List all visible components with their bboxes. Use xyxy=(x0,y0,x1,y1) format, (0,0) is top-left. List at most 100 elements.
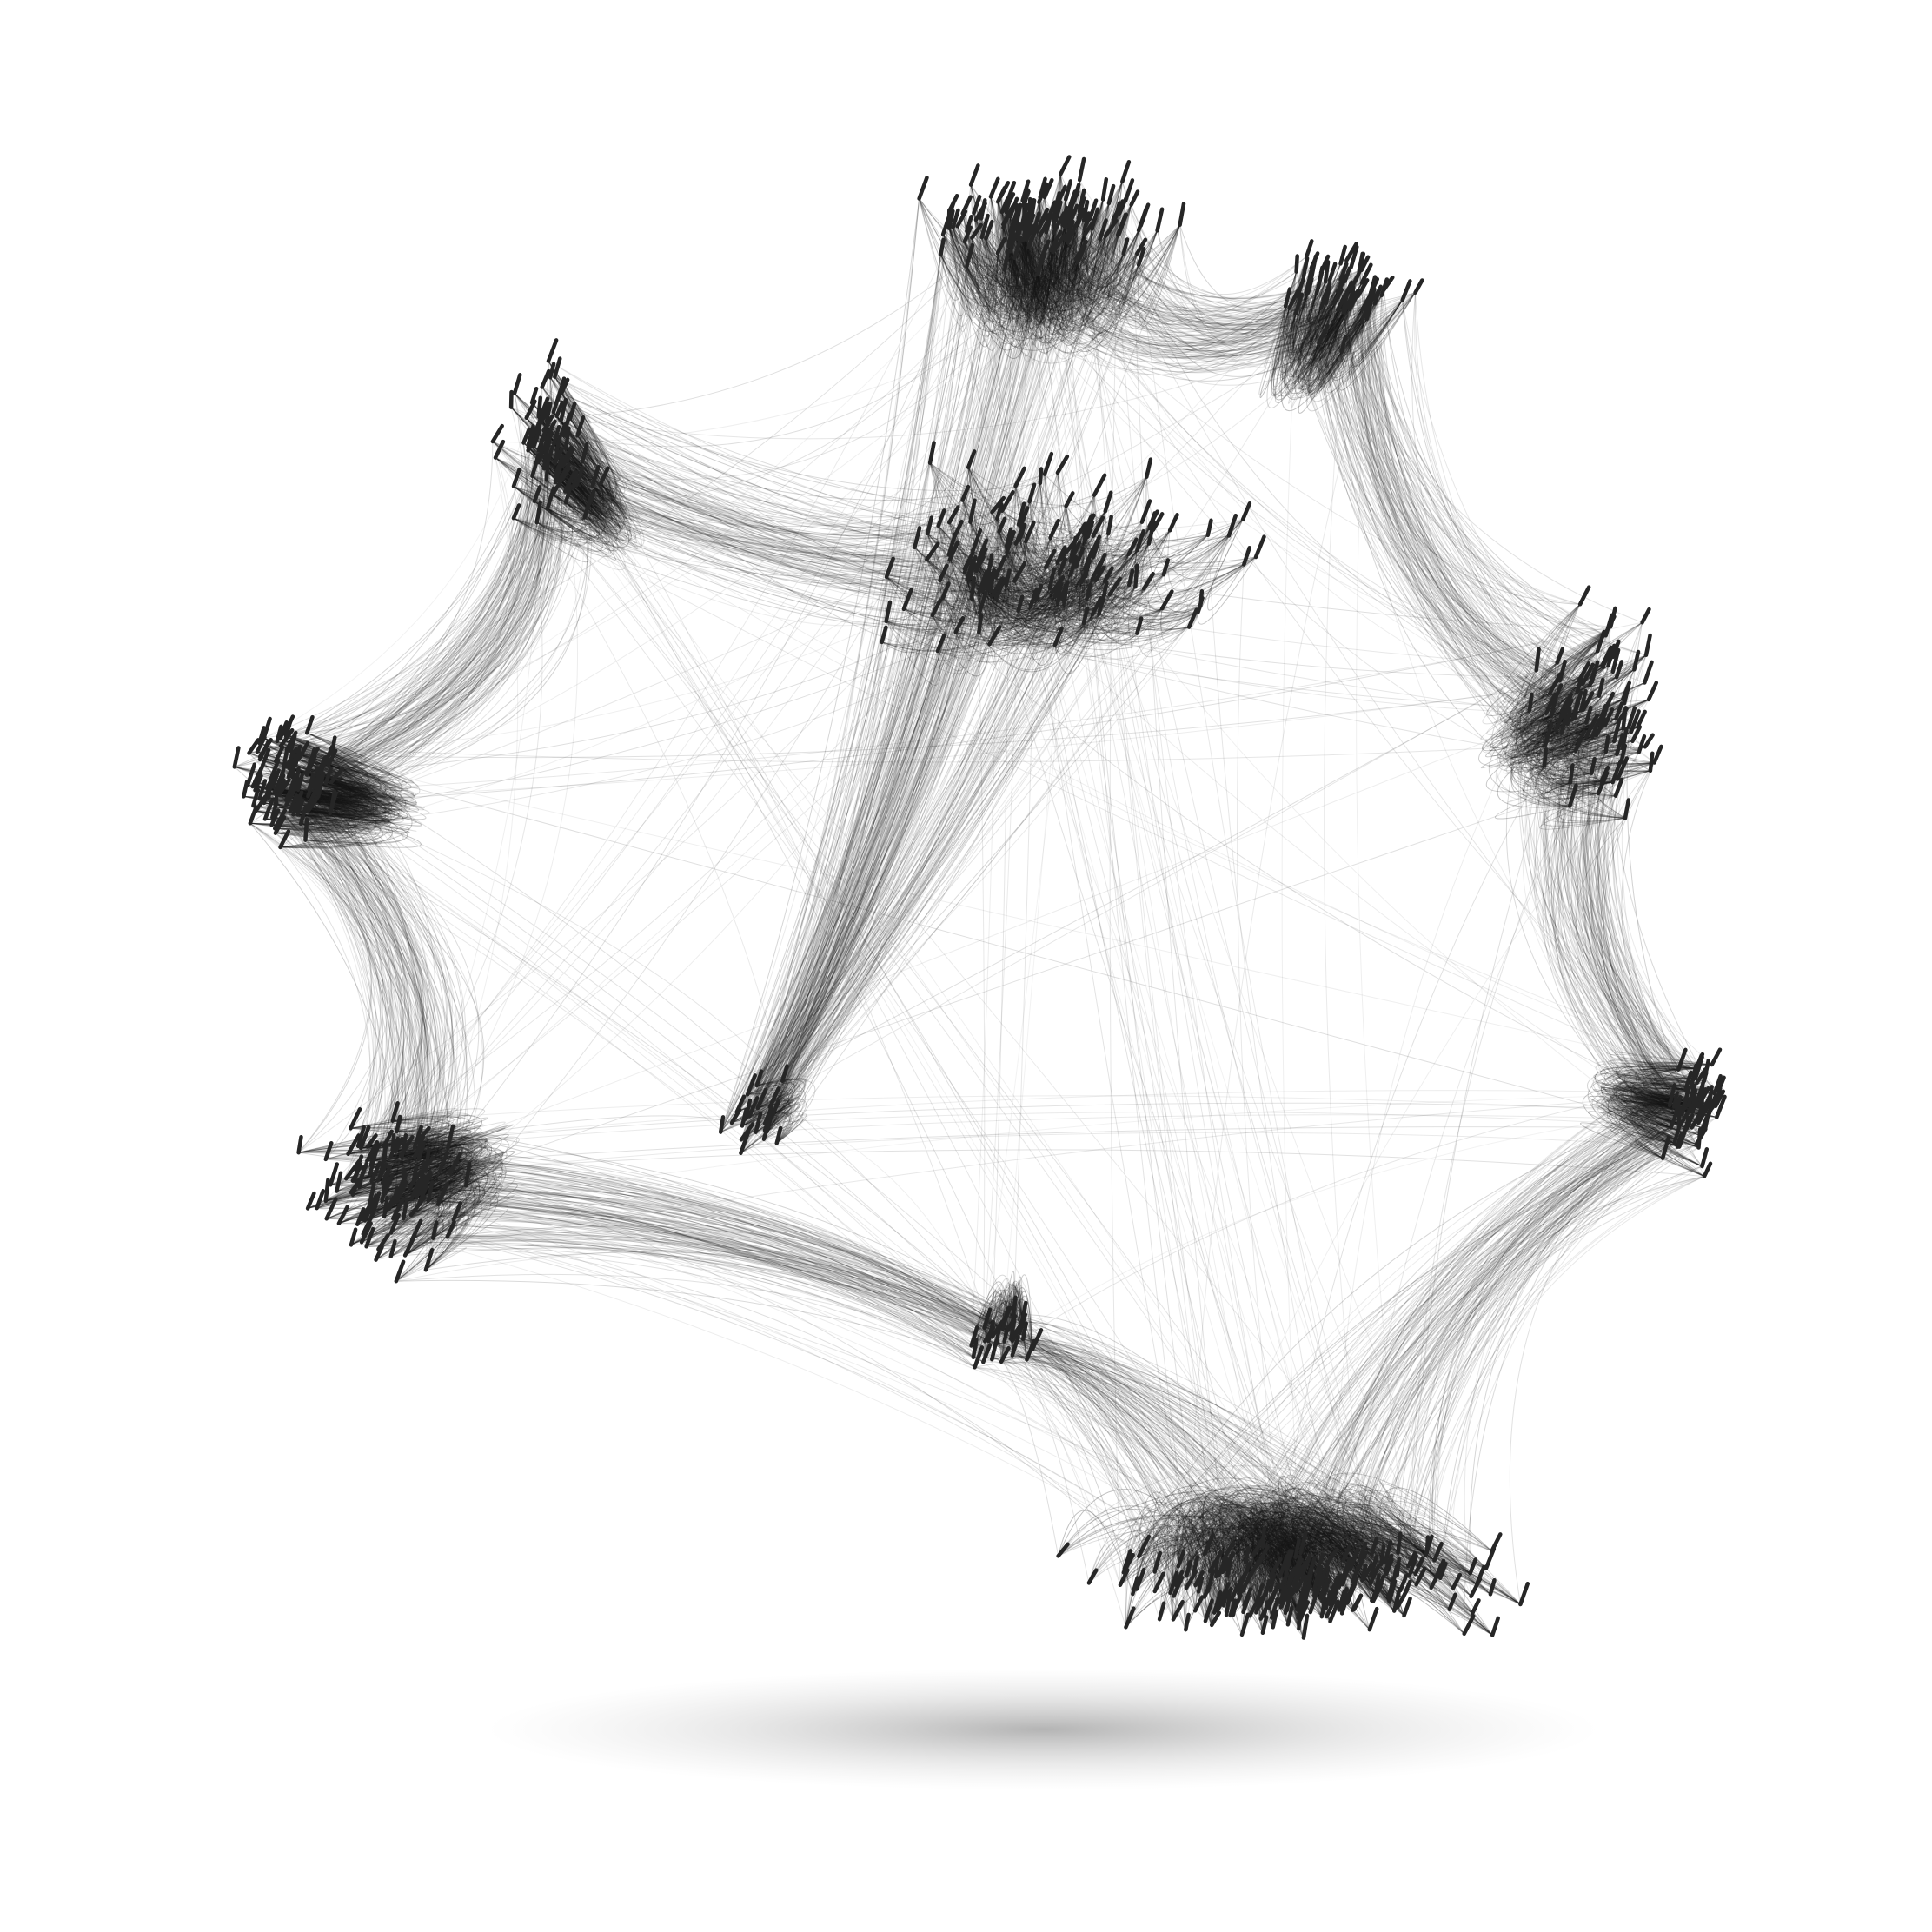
network-edge xyxy=(1040,260,1139,352)
network-edge xyxy=(1039,226,1043,347)
network-edge xyxy=(1077,204,1132,339)
network-edge xyxy=(1002,224,1086,324)
network-edge xyxy=(1084,230,1159,295)
network-edge xyxy=(1039,196,1067,315)
network-edge xyxy=(1008,223,1018,312)
network-edge xyxy=(1119,200,1139,315)
network-edge xyxy=(1046,220,1086,276)
network-edge xyxy=(1072,202,1119,324)
network-edge xyxy=(948,226,969,318)
network-edge xyxy=(1017,213,1120,335)
network-edge xyxy=(964,241,1006,309)
network-edge xyxy=(1028,225,1086,335)
network-edge xyxy=(1118,230,1159,279)
network-edge xyxy=(1022,235,1119,342)
network-edge xyxy=(962,213,1029,322)
network-edge xyxy=(964,229,1029,331)
network-edge xyxy=(1064,222,1068,312)
network-edge xyxy=(966,225,1069,328)
network-edge xyxy=(1010,231,1086,308)
network-edge xyxy=(1052,232,1086,338)
network-edge xyxy=(975,219,1027,338)
network-edge xyxy=(1065,218,1116,284)
network-edge xyxy=(1084,218,1116,305)
network-edge xyxy=(919,198,973,327)
network-edge xyxy=(1013,234,1034,338)
network-edge xyxy=(948,226,1029,302)
network-edge xyxy=(997,225,1069,329)
network-edge xyxy=(990,196,1116,308)
network-edge xyxy=(1069,211,1114,306)
network-edge xyxy=(1066,222,1119,306)
network-edge xyxy=(1052,224,1063,294)
network-edge xyxy=(997,223,1071,312)
network-edge xyxy=(1067,202,1110,298)
network-edge xyxy=(962,213,1119,309)
network-edge xyxy=(957,226,1047,336)
network-edge xyxy=(1017,205,1025,309)
network-edge xyxy=(1022,202,1073,271)
network-edge xyxy=(964,220,1085,292)
network-edge xyxy=(948,228,1039,306)
network-edge xyxy=(1022,200,1034,314)
network-edge xyxy=(970,184,1142,311)
edge-layer xyxy=(234,174,1719,1638)
network-edge xyxy=(948,215,959,287)
network-edge xyxy=(1014,222,1029,329)
network-edge xyxy=(1013,235,1119,342)
network-edge xyxy=(1010,251,1138,354)
network-edge xyxy=(942,234,1086,302)
network-edge xyxy=(971,237,1138,325)
network-edge xyxy=(1052,235,1086,328)
network-edge xyxy=(1016,211,1080,291)
network-edge xyxy=(1037,199,1104,335)
network-edge xyxy=(1010,226,1022,309)
network-edge xyxy=(940,242,967,332)
network-edge xyxy=(980,218,1068,295)
network-edge xyxy=(1060,199,1066,302)
network-edge xyxy=(942,196,1046,268)
network-edge xyxy=(948,228,1009,291)
network-edge xyxy=(1055,220,1159,315)
network-edge xyxy=(997,204,1132,332)
network-edge xyxy=(1028,213,1039,326)
network-edge xyxy=(1052,225,1159,310)
network-edge xyxy=(975,219,999,287)
network-edge xyxy=(975,219,1024,308)
network-edge xyxy=(1013,225,1086,344)
network-edge xyxy=(966,230,1125,339)
network-edge xyxy=(1022,220,1138,292)
network-edge xyxy=(980,218,1018,330)
network-edge xyxy=(973,181,1123,282)
network-edge xyxy=(1030,222,1142,327)
network-edge xyxy=(1039,204,1132,295)
network-edge xyxy=(1067,225,1119,295)
network-edge xyxy=(1059,174,1080,266)
network-edge xyxy=(1078,218,1119,283)
network-edge xyxy=(1024,203,1029,317)
network-edge xyxy=(1041,252,1054,355)
network-edge xyxy=(1027,229,1077,297)
network-edge xyxy=(948,228,999,348)
network-edge xyxy=(1020,204,1132,292)
network-edge xyxy=(1023,226,1040,304)
network-edge xyxy=(953,219,1114,289)
network-edge xyxy=(1052,225,1076,309)
network-edge xyxy=(1046,224,1181,288)
network-edge xyxy=(964,241,1138,341)
network-edge xyxy=(942,234,1119,340)
network-edge xyxy=(948,228,1056,320)
network-edge xyxy=(964,211,1070,311)
network-edge xyxy=(1013,229,1092,344)
network-edge xyxy=(1023,205,1086,318)
network-edge xyxy=(986,220,1057,322)
network-edge xyxy=(948,213,1120,290)
network-edge xyxy=(1004,227,1076,341)
network-edge xyxy=(981,202,1073,312)
network-edge xyxy=(1069,207,1119,283)
network-edge xyxy=(1046,224,1181,282)
network-edge xyxy=(1004,230,1039,347)
network-edge xyxy=(1005,211,1025,271)
